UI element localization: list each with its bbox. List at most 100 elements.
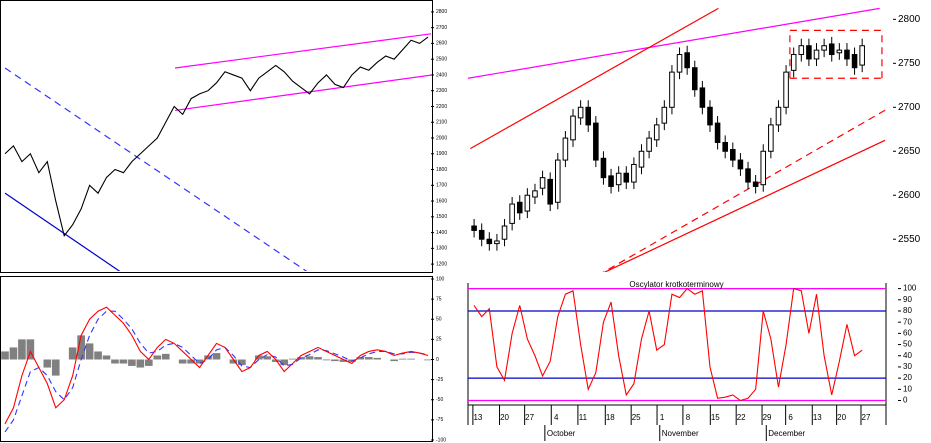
x-tick-label: 20: [837, 413, 846, 422]
candle-body: [646, 137, 652, 152]
plot-area: [4, 33, 431, 271]
candle-body: [501, 225, 508, 240]
histogram-bar: [229, 359, 238, 364]
histogram-bar: [238, 359, 246, 366]
trend-line: [467, 7, 880, 79]
y-tick-label: 2200: [436, 104, 447, 110]
series-line: [4, 36, 429, 237]
histogram-bar: [102, 355, 111, 360]
histogram-bar: [26, 339, 35, 360]
y-tick-label: 1300: [436, 246, 447, 252]
candle-body: [699, 87, 706, 108]
candle-body: [608, 175, 614, 187]
histogram-bar: [339, 359, 348, 362]
y-tick-label: 2000: [436, 135, 447, 141]
histogram-bar: [390, 359, 398, 362]
candle-body: [775, 106, 782, 126]
candle-body: [661, 106, 668, 124]
plot-area: [1, 306, 431, 433]
trend-line: [174, 74, 431, 112]
month-label: November: [662, 429, 699, 438]
y-tick-label: 30: [903, 362, 912, 371]
histogram-bar: [254, 355, 263, 360]
candle-body: [821, 45, 827, 51]
y-tick-label: 2800: [436, 9, 447, 15]
y-tick-label: -25: [436, 377, 443, 383]
y-tick-label: 2100: [436, 120, 447, 126]
histogram-bar: [51, 359, 60, 376]
x-tick-label: 1: [660, 413, 665, 422]
histogram-bar: [288, 358, 297, 360]
y-tick-label: 2300: [436, 88, 447, 94]
histogram-bar: [263, 356, 272, 360]
candle-body: [714, 122, 721, 143]
candle-body: [577, 106, 584, 119]
candle-body: [768, 124, 774, 152]
histogram-bar: [77, 335, 85, 360]
candle-body: [790, 54, 797, 71]
candle-body: [516, 201, 523, 214]
x-tick-label: 8: [686, 413, 691, 422]
histogram-bar: [68, 347, 77, 360]
x-tick-label: 6: [788, 413, 793, 422]
histogram-bar: [331, 359, 339, 362]
candle-body: [653, 124, 660, 141]
chart-title: Oscylator krotkoterminowy: [629, 280, 723, 289]
x-tick-label: 22: [737, 413, 746, 422]
y-tick-label: 2550: [898, 234, 921, 245]
y-tick-label: 100: [436, 276, 445, 282]
y-tick-label: 2600: [898, 190, 921, 201]
x-tick-label: 20: [500, 413, 509, 422]
histogram-bar: [424, 359, 431, 361]
histogram-bar: [18, 339, 26, 360]
candle-body: [532, 190, 538, 198]
series-line: [4, 310, 429, 433]
y-tick-label: 2800: [898, 14, 921, 25]
candle-body: [524, 194, 531, 212]
y-tick-label: 50: [903, 340, 912, 349]
candle-body: [486, 238, 493, 245]
histogram-bar: [94, 351, 102, 360]
histogram-bar: [85, 343, 94, 360]
histogram-bar: [271, 359, 280, 362]
candle-body: [851, 54, 858, 69]
y-tick-label: 2700: [436, 25, 447, 31]
histogram-bar: [280, 359, 288, 366]
candle-body: [494, 240, 500, 245]
candle-body: [752, 181, 759, 187]
candle-body: [669, 71, 675, 108]
y-tick-label: 60: [903, 328, 912, 337]
histogram-bar: [153, 355, 162, 360]
candle-body: [760, 150, 767, 186]
y-tick-label: 2600: [436, 41, 447, 47]
trend-line: [4, 67, 308, 271]
histogram-bar: [314, 357, 322, 360]
histogram-bar: [1, 351, 9, 360]
y-tick-label: 2400: [436, 72, 447, 78]
y-tick-label: 75: [436, 296, 442, 302]
candle-body: [707, 106, 713, 126]
candle-body: [615, 172, 622, 186]
month-label: October: [547, 429, 576, 438]
histogram-bar: [145, 359, 153, 366]
histogram-bar: [128, 359, 136, 366]
y-tick-label: 2650: [898, 146, 921, 157]
y-tick-label: 80: [903, 306, 912, 315]
y-tick-label: 1500: [436, 214, 447, 220]
y-tick-label: 0: [903, 396, 908, 405]
y-tick-label: 50: [436, 317, 442, 323]
histogram-bar: [356, 357, 365, 360]
trend-line: [469, 7, 719, 150]
y-tick-label: 90: [903, 295, 912, 304]
candle-body: [539, 177, 546, 189]
candle-body: [828, 43, 835, 56]
histogram-bar: [9, 347, 18, 360]
histogram-bar: [364, 357, 373, 360]
histogram-bar: [136, 359, 145, 368]
panel-frame: [0, 0, 433, 273]
candle-body: [623, 172, 630, 183]
y-tick-label: 1700: [436, 183, 447, 189]
candle-body: [836, 49, 843, 54]
y-tick-label: 40: [903, 351, 912, 360]
